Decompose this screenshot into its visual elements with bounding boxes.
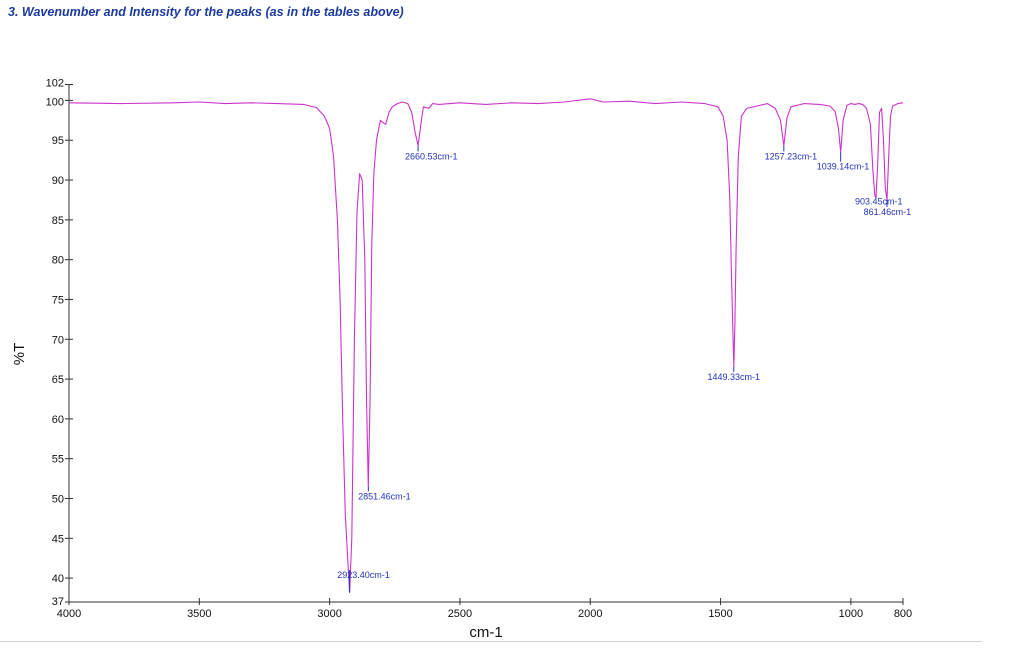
x-tick-label: 800 [894,608,912,620]
y-tick-label: 70 [52,334,64,346]
x-tick-label: 1500 [708,608,732,620]
y-tick-label: 65 [52,374,64,386]
y-tick-label: 85 [52,215,64,227]
y-tick-label: 45 [52,533,64,545]
y-tick-label: 100 [46,96,64,108]
y-tick-label: 40 [52,573,64,585]
x-tick-label: 4000 [57,608,81,620]
y-tick-label: 37 [52,596,64,608]
y-tick-label: 55 [52,454,64,466]
bottom-divider [0,641,982,642]
y-tick-label: 50 [52,494,64,506]
section-heading: 3. Wavenumber and Intensity for the peak… [8,5,404,19]
peak-label: 2923.40cm-1 [337,570,390,580]
chart-axes: 37 40 45 50 55 60 65 70 75 80 85 90 95 100 102 4000 3500… [46,78,913,621]
peak-label: 1039.14cm-1 [817,162,870,172]
peak-annotations: 2923.40cm-1 2851.46cm-1 2660.53cm-1 1449.33… [337,145,912,593]
x-tick-label: 2000 [578,608,602,620]
y-tick-label: 60 [52,414,64,426]
spectrum-line [68,98,904,593]
x-tick-label: 2500 [448,608,472,620]
y-axis-label: %T [11,343,28,366]
x-tick-label: 3500 [187,608,211,620]
x-tick-label: 1000 [839,608,863,620]
y-tick-label: 90 [52,175,64,187]
y-tick-label: 95 [52,135,64,147]
peak-label: 1449.33cm-1 [707,372,760,382]
x-tick-label: 3000 [317,608,341,620]
peak-label: 903.45cm-1 [855,197,903,207]
peak-label: 2851.46cm-1 [358,491,411,501]
spectrum-layer [68,98,904,593]
x-axis-label: cm-1 [469,624,502,641]
peak-label: 861.46cm-1 [864,207,912,217]
y-tick-label: 102 [46,78,64,90]
y-tick-label: 75 [52,294,64,306]
peak-label: 2660.53cm-1 [405,151,458,161]
peak-label: 1257.23cm-1 [765,151,818,161]
y-tick-label: 80 [52,255,64,267]
